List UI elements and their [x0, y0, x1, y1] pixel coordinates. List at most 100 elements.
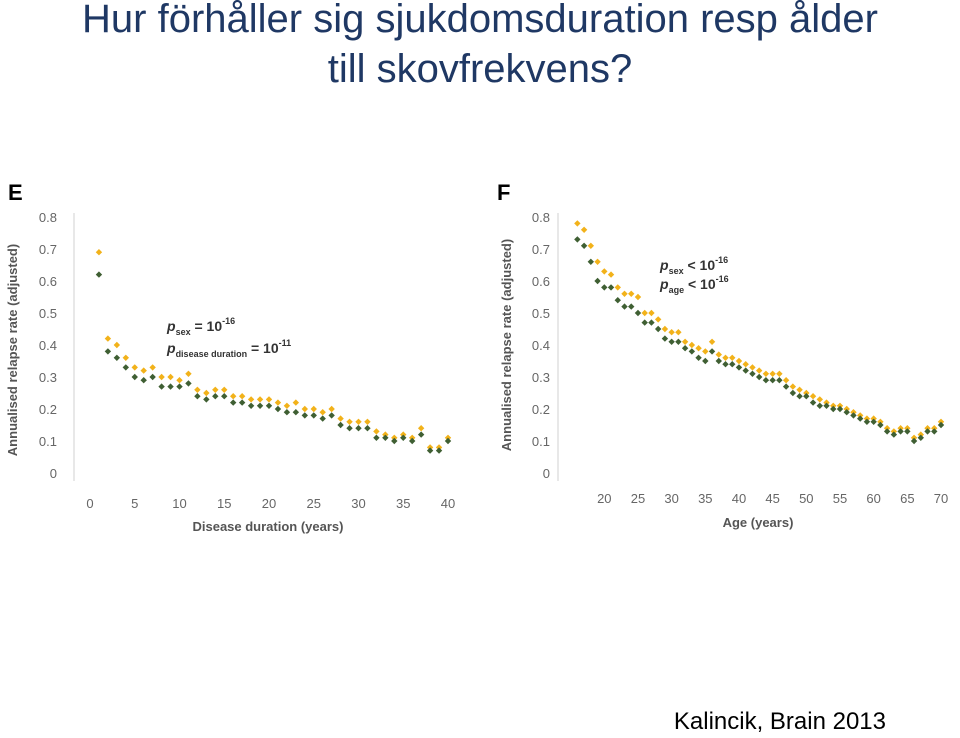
x-tick-label: 15: [217, 496, 231, 511]
data-point: [310, 412, 317, 419]
data-point: [917, 434, 924, 441]
data-point: [789, 383, 797, 390]
data-point: [400, 434, 407, 441]
x-tick-label: 55: [833, 491, 847, 506]
data-point: [715, 351, 722, 358]
data-point: [247, 396, 255, 403]
data-point: [688, 341, 696, 349]
data-point: [607, 271, 615, 278]
y-tick-label: 0.5: [532, 306, 550, 321]
data-point: [601, 268, 608, 275]
data-point: [319, 409, 326, 416]
data-point: [897, 428, 904, 435]
x-tick-label: 0: [86, 496, 93, 511]
data-point: [755, 367, 763, 374]
data-point: [301, 412, 308, 419]
y-tick-label: 0.3: [532, 370, 550, 385]
data-point: [274, 399, 282, 406]
data-point: [176, 383, 183, 390]
data-point: [176, 377, 183, 384]
data-point: [661, 325, 669, 333]
y-tick-label: 0.2: [532, 402, 550, 417]
data-point: [230, 393, 237, 400]
data-point: [95, 271, 103, 278]
data-point: [131, 373, 138, 381]
data-point: [762, 370, 770, 377]
data-point: [621, 290, 628, 297]
x-tick-label: 40: [441, 496, 455, 511]
panel-e: E 0 0.1 0.2 0.3 0.4 0.5 0.6 0.7 0.8 0 5 10 15 20 25 30 35…: [5, 180, 455, 534]
data-point: [346, 425, 353, 432]
slide-title: Hur förhåller sig sjukdomsduration resp …: [0, 0, 960, 94]
data-point: [668, 338, 675, 345]
x-axis-label: Age (years): [723, 515, 794, 530]
data-point: [675, 338, 682, 345]
data-point: [742, 361, 749, 368]
data-point: [931, 428, 938, 435]
y-axis-label: Annualised relapse rate (adjusted): [5, 244, 20, 456]
data-point: [695, 345, 702, 352]
x-tick-label: 10: [172, 496, 186, 511]
data-point: [634, 309, 642, 317]
data-point: [823, 402, 830, 409]
x-tick-label: 35: [698, 491, 712, 506]
data-point: [444, 437, 452, 445]
p-value-annotation: psex < 10-16: [659, 255, 728, 276]
y-tick-label: 0.1: [532, 434, 550, 449]
y-tick-label: 0.2: [39, 402, 57, 417]
data-point: [435, 447, 443, 454]
y-axis-label: Annualised relapse rate (adjusted): [499, 239, 514, 451]
data-point: [580, 226, 588, 233]
x-tick-label: 50: [799, 491, 813, 506]
data-point: [194, 393, 201, 400]
data-point: [221, 386, 228, 393]
data-point: [917, 431, 924, 438]
data-point: [283, 402, 291, 409]
data-point: [274, 405, 282, 413]
x-tick-label: 40: [732, 491, 746, 506]
data-point: [587, 242, 595, 249]
series-1: [574, 236, 945, 445]
p-value-annotation: psex = 10-16: [166, 316, 235, 337]
data-point: [391, 437, 398, 445]
x-tick-label: 35: [396, 496, 410, 511]
data-point: [910, 437, 918, 445]
panel-letter: E: [8, 180, 23, 205]
data-point: [283, 409, 291, 416]
data-point: [776, 377, 783, 384]
data-point: [877, 421, 884, 429]
data-point: [319, 415, 326, 422]
panel-letter: F: [497, 180, 510, 205]
data-point: [382, 434, 389, 441]
data-point: [203, 389, 210, 397]
y-tick-label: 0: [50, 466, 57, 481]
p-value-annotation: pdisease duration = 10-11: [166, 338, 291, 359]
data-point: [580, 242, 588, 249]
data-point: [850, 412, 857, 419]
data-point: [870, 418, 877, 425]
data-point: [735, 364, 743, 371]
data-point: [769, 370, 776, 377]
data-point: [904, 428, 911, 435]
data-point: [776, 370, 783, 377]
data-point: [702, 348, 709, 355]
data-point: [749, 370, 756, 377]
data-point: [803, 393, 810, 400]
data-point: [247, 402, 255, 409]
data-point: [355, 418, 362, 425]
data-point: [762, 377, 770, 384]
data-point: [661, 335, 669, 342]
data-point: [641, 319, 648, 326]
data-point: [587, 258, 595, 265]
data-point: [628, 290, 635, 297]
data-point: [328, 412, 335, 419]
slide-title-line-2: till skovfrekvens?: [327, 47, 633, 91]
data-point: [681, 338, 689, 345]
data-point: [122, 364, 129, 371]
x-tick-label: 20: [262, 496, 276, 511]
data-point: [95, 249, 103, 256]
data-point: [158, 373, 165, 381]
x-tick-label: 20: [597, 491, 611, 506]
data-point: [681, 345, 689, 352]
data-point: [194, 386, 201, 393]
